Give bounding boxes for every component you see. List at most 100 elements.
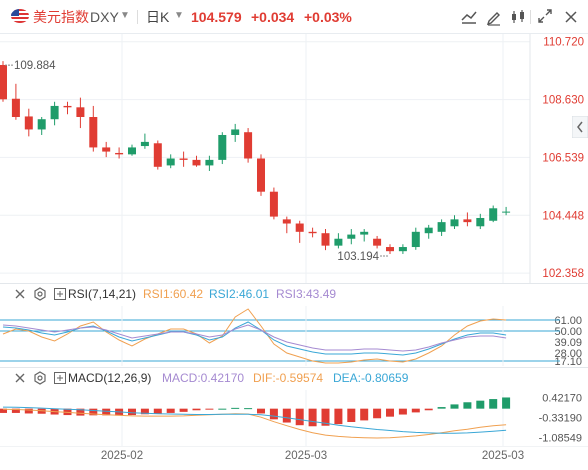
last-price: 104.579: [191, 9, 242, 25]
macd-dif-line: [2, 408, 507, 439]
macd-chart[interactable]: 0.42170 -0.33190 -1.08549: [0, 390, 588, 446]
draw-tool-icon[interactable]: [484, 8, 504, 26]
candle-body: [37, 119, 46, 130]
macd-legend: MACD:0.42170: [162, 371, 245, 385]
macd-header: MACD(12,26,9) MACD:0.42170 DIF:-0.59574 …: [0, 368, 588, 390]
rsi-tick-label: 50.00: [554, 326, 582, 338]
rsi-tick-label: 28.00: [554, 348, 582, 360]
candle-body: [0, 64, 7, 100]
candle-body: [334, 238, 343, 246]
macd-histogram-bar: [463, 402, 472, 409]
y-tick-label: 106.539: [542, 152, 584, 164]
y-tick-label: 108.630: [542, 95, 584, 107]
candle-body: [140, 141, 149, 147]
high-annotation: 109.884: [14, 60, 56, 72]
macd-histogram-bar: [476, 400, 485, 409]
rsi-header: RSI(7,14,21) RSI1:60.42 RSI2:46.01 RSI3:…: [0, 284, 588, 306]
macd-histogram-bar: [0, 408, 7, 413]
candle-body: [179, 158, 188, 160]
macd-histogram-bar: [450, 404, 459, 409]
period-dropdown-icon[interactable]: ▼: [174, 10, 184, 21]
macd-histogram-bar: [502, 397, 511, 409]
macd-histogram-bar: [192, 408, 201, 411]
symbol-dropdown-icon[interactable]: ▼: [120, 10, 130, 21]
macd-histogram-bar: [347, 408, 356, 422]
x-axis: 2025-02 2025-03 2025-03: [0, 446, 588, 462]
collapse-icon[interactable]: [12, 286, 28, 302]
candle-body: [231, 129, 240, 135]
rsi-tick-label: 61.00: [554, 315, 582, 327]
x-tick-label: 2025-02: [101, 450, 143, 462]
settings-icon[interactable]: [32, 370, 48, 386]
candle-body: [373, 238, 382, 246]
candle-body: [308, 231, 317, 234]
macd-histogram-bar: [424, 408, 433, 411]
candle-body: [102, 147, 111, 152]
y-tick-label: 102.358: [542, 268, 584, 280]
chevron-left-icon: [577, 121, 583, 133]
macd-histogram-bar: [205, 408, 214, 410]
macd-histogram-bar: [179, 408, 188, 412]
rsi-series-line-3: [2, 324, 507, 352]
candle-body: [489, 208, 498, 221]
settings-icon[interactable]: [32, 286, 48, 302]
macd-histogram-bar: [489, 399, 498, 409]
macd-histogram-bar: [269, 408, 278, 420]
symbol-code[interactable]: DXY: [90, 9, 119, 25]
macd-histogram-bar: [437, 407, 446, 409]
candle-body: [63, 105, 72, 108]
macd-histogram-bar: [360, 408, 369, 421]
dea-legend: DEA:-0.80659: [333, 371, 409, 385]
rsi-tick-label: 39.09: [554, 337, 582, 349]
candle-body: [463, 219, 472, 223]
candle-body: [269, 191, 278, 217]
candle-body: [128, 147, 136, 155]
candle-body: [76, 107, 85, 117]
macd-histogram-bar: [76, 408, 85, 416]
candle-body: [257, 158, 265, 192]
macd-histogram-bar: [102, 408, 111, 416]
macd-tick-label: -1.08549: [539, 433, 582, 445]
macd-histogram-bar: [295, 408, 304, 426]
macd-tick-label: -0.33190: [539, 413, 582, 425]
header-divider: [137, 10, 138, 24]
fullscreen-icon[interactable]: [535, 8, 555, 26]
pane-separator-2: [0, 367, 588, 368]
candle-body: [411, 231, 420, 248]
header-divider-2: [530, 10, 531, 24]
chart-type-icon[interactable]: [508, 8, 528, 26]
collapse-icon[interactable]: [12, 370, 28, 386]
expand-icon[interactable]: [52, 370, 68, 386]
close-icon[interactable]: [561, 8, 581, 26]
candle-body: [166, 158, 175, 166]
price-change: +0.034: [251, 9, 295, 25]
expand-icon[interactable]: [52, 286, 68, 302]
macd-dea-line: [2, 406, 507, 434]
macd-histogram-bar: [398, 408, 407, 415]
symbol-name[interactable]: 美元指数: [33, 9, 89, 25]
rsi1-legend: RSI1:60.42: [143, 287, 204, 301]
macd-histogram-bar: [89, 408, 98, 416]
y-tick-label: 104.448: [542, 210, 584, 222]
us-flag-icon: [11, 9, 29, 23]
macd-histogram-bar: [128, 408, 136, 416]
period-selector[interactable]: 日K: [146, 9, 170, 25]
macd-histogram-bar: [63, 408, 72, 416]
indicator-icon[interactable]: [459, 8, 479, 26]
dif-legend: DIF:-0.59574: [253, 371, 324, 385]
macd-title: MACD(12,26,9): [68, 371, 152, 385]
candle-body: [295, 223, 304, 232]
price-chart[interactable]: 110.720 108.630 106.539 104.448 102.358 109.8…: [0, 34, 588, 283]
candle-body: [50, 105, 59, 120]
collapse-panel-button[interactable]: [572, 116, 588, 138]
macd-histogram-bar: [282, 408, 291, 423]
macd-histogram-bar: [257, 408, 265, 414]
candle-body: [347, 234, 356, 239]
low-annotation: 103.194: [337, 251, 379, 263]
candle-body: [89, 117, 98, 148]
macd-histogram-bar: [244, 408, 253, 410]
candle-body: [424, 227, 433, 234]
candle-body: [244, 132, 253, 159]
macd-histogram-bar: [166, 408, 175, 413]
